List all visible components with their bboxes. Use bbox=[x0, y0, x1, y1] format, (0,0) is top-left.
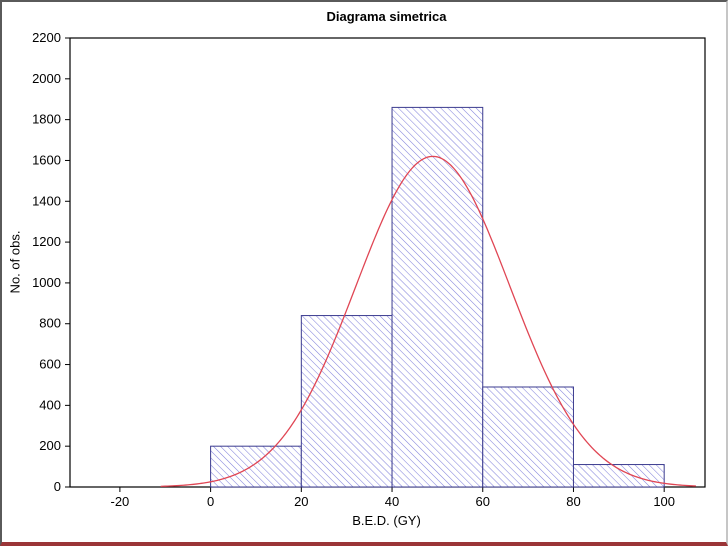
x-tick-label: 100 bbox=[653, 494, 675, 509]
y-tick-label: 2200 bbox=[32, 30, 61, 45]
y-axis-label: No. of obs. bbox=[7, 230, 23, 294]
normal-curve bbox=[160, 155, 696, 487]
x-tick-label: 0 bbox=[207, 494, 214, 509]
y-tick-label: 1400 bbox=[32, 193, 61, 208]
y-tick-label: 2000 bbox=[32, 71, 61, 86]
x-tick-label: 20 bbox=[294, 494, 308, 509]
y-tick-label: 400 bbox=[39, 397, 61, 412]
histogram-bar bbox=[572, 464, 665, 488]
x-tick-label: -20 bbox=[110, 494, 129, 509]
y-tick-label: 1000 bbox=[32, 275, 61, 290]
chart-title: Diagrama simetrica bbox=[326, 9, 447, 24]
x-axis-label: B.E.D. (GY) bbox=[352, 513, 421, 528]
y-tick-label: 600 bbox=[39, 357, 61, 372]
x-tick-label: 80 bbox=[566, 494, 580, 509]
y-tick-label: 200 bbox=[39, 438, 61, 453]
x-tick-label: 60 bbox=[476, 494, 490, 509]
y-tick-label: 1800 bbox=[32, 112, 61, 127]
y-tick-label: 0 bbox=[54, 479, 61, 494]
histogram-bar bbox=[300, 315, 393, 488]
y-tick-label: 1600 bbox=[32, 152, 61, 167]
histogram-bar bbox=[482, 386, 574, 488]
y-tick-label: 800 bbox=[39, 316, 61, 331]
histogram-bar bbox=[210, 445, 302, 488]
histogram-bar bbox=[391, 106, 484, 488]
x-tick-label: 40 bbox=[385, 494, 399, 509]
y-tick-label: 1200 bbox=[32, 234, 61, 249]
